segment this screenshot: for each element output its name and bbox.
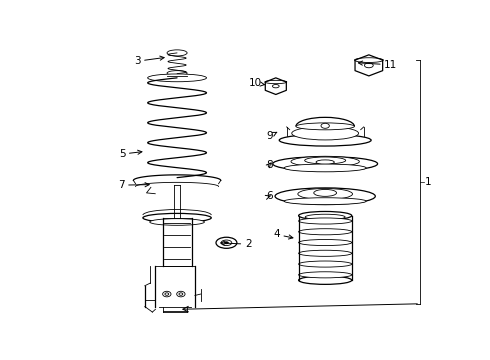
Text: 2: 2	[221, 239, 251, 249]
Ellipse shape	[321, 123, 329, 128]
Ellipse shape	[298, 211, 352, 220]
Ellipse shape	[298, 276, 352, 284]
Text: 4: 4	[273, 229, 293, 239]
Ellipse shape	[273, 157, 378, 171]
Ellipse shape	[224, 242, 228, 244]
Ellipse shape	[316, 160, 334, 164]
Ellipse shape	[150, 219, 204, 225]
Text: 11: 11	[358, 60, 397, 70]
Ellipse shape	[284, 198, 366, 205]
Ellipse shape	[298, 272, 352, 278]
Ellipse shape	[298, 239, 352, 246]
Text: 1: 1	[425, 177, 431, 187]
Text: 8: 8	[266, 159, 272, 170]
Ellipse shape	[272, 85, 279, 88]
Ellipse shape	[275, 188, 375, 204]
Text: 6: 6	[265, 191, 272, 201]
Ellipse shape	[265, 80, 287, 84]
Text: 10: 10	[249, 78, 265, 89]
Ellipse shape	[177, 291, 185, 297]
Ellipse shape	[292, 127, 359, 140]
Ellipse shape	[298, 188, 352, 199]
Ellipse shape	[298, 250, 352, 256]
Text: 5: 5	[119, 149, 142, 159]
Ellipse shape	[163, 291, 171, 297]
Ellipse shape	[365, 63, 373, 68]
Ellipse shape	[305, 214, 345, 220]
Ellipse shape	[167, 50, 187, 56]
Ellipse shape	[298, 229, 352, 235]
Ellipse shape	[314, 189, 337, 196]
Ellipse shape	[216, 237, 237, 248]
Ellipse shape	[165, 293, 169, 295]
Text: 3: 3	[134, 56, 164, 66]
Ellipse shape	[179, 293, 183, 295]
Ellipse shape	[221, 240, 232, 246]
Ellipse shape	[143, 213, 211, 222]
Ellipse shape	[298, 218, 352, 224]
Ellipse shape	[305, 157, 345, 164]
Ellipse shape	[296, 123, 354, 130]
Text: 9: 9	[266, 131, 277, 141]
Ellipse shape	[167, 71, 187, 76]
Ellipse shape	[147, 74, 206, 82]
Ellipse shape	[298, 261, 352, 267]
Ellipse shape	[279, 134, 371, 146]
Ellipse shape	[291, 156, 359, 167]
Ellipse shape	[284, 164, 366, 172]
Ellipse shape	[354, 58, 383, 63]
Text: 7: 7	[118, 180, 149, 190]
